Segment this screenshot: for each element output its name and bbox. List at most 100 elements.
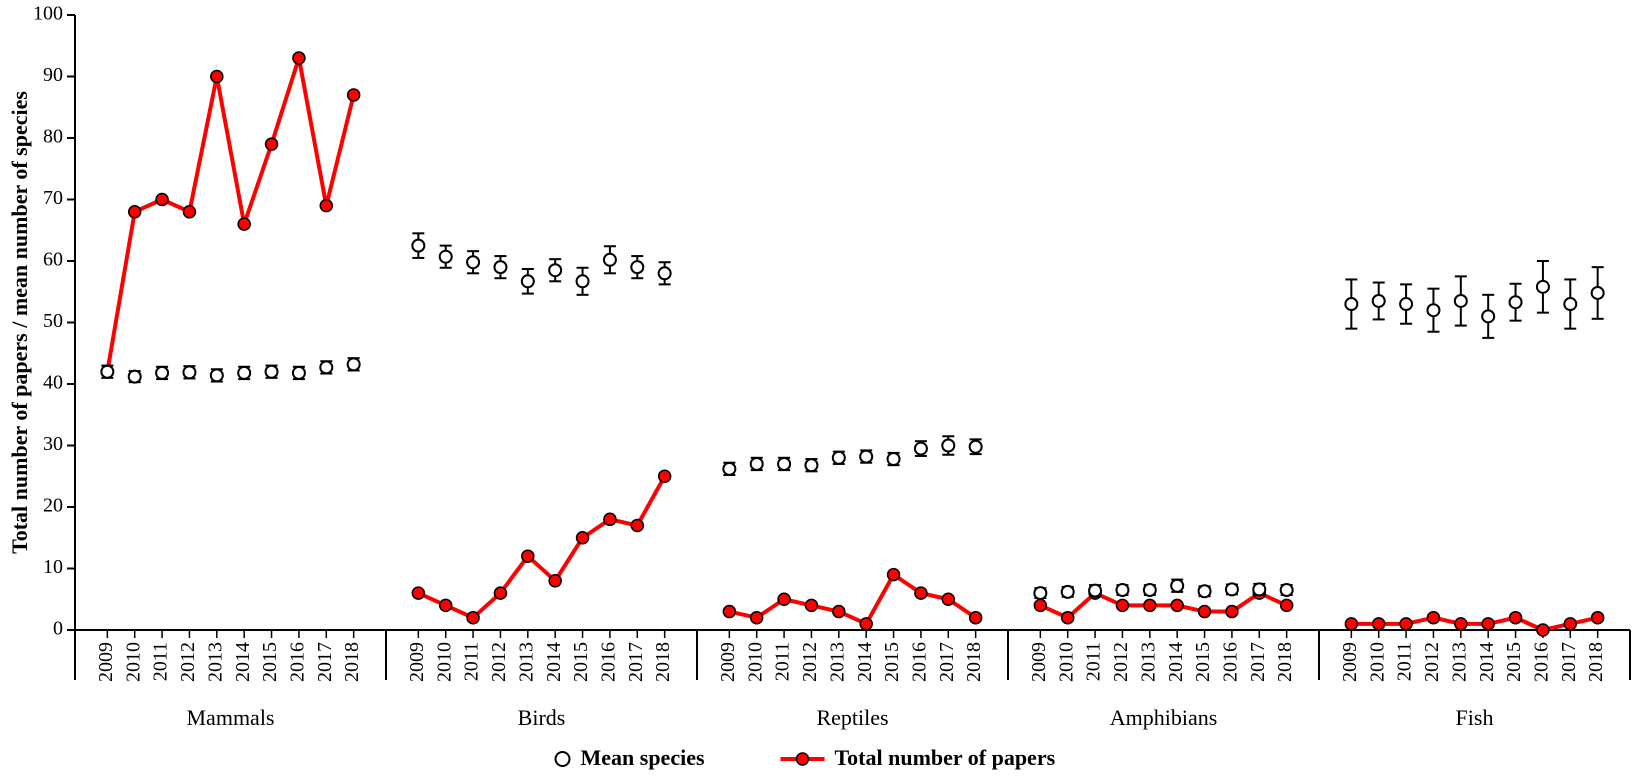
species-marker-amphibians [1199,585,1211,597]
chart-svg: 0102030405060708090100Total number of pa… [0,0,1645,783]
group-label: Reptiles [816,705,888,730]
species-marker-mammals [156,367,168,379]
year-label: 2009 [717,642,739,682]
year-label: 2011 [1394,642,1416,681]
legend-marker-species [556,752,570,766]
papers-marker-reptiles [860,618,872,630]
year-label: 2016 [1531,642,1553,682]
species-marker-fish [1455,295,1467,307]
year-label: 2014 [854,642,876,682]
group-label: Birds [518,705,566,730]
papers-marker-amphibians [1116,599,1128,611]
year-label: 2010 [122,642,144,682]
species-marker-amphibians [1144,584,1156,596]
species-marker-fish [1537,281,1549,293]
papers-marker-birds [494,587,506,599]
species-marker-mammals [266,366,278,378]
y-tick-label: 40 [43,372,63,394]
papers-marker-fish [1373,618,1385,630]
species-marker-fish [1400,298,1412,310]
papers-marker-fish [1482,618,1494,630]
year-label: 2016 [287,642,309,682]
papers-marker-reptiles [778,593,790,605]
year-label: 2010 [1366,642,1388,682]
year-label: 2009 [1028,642,1050,682]
papers-marker-reptiles [805,599,817,611]
species-marker-birds [522,275,534,287]
species-marker-mammals [211,369,223,381]
year-label: 2012 [1421,642,1443,682]
species-marker-amphibians [1253,583,1265,595]
species-marker-mammals [129,371,141,383]
papers-marker-birds [604,513,616,525]
species-marker-reptiles [805,459,817,471]
papers-marker-amphibians [1144,599,1156,611]
y-tick-label: 10 [43,556,63,578]
papers-marker-birds [440,599,452,611]
species-marker-amphibians [1062,586,1074,598]
papers-marker-fish [1592,612,1604,624]
year-label: 2014 [1476,642,1498,682]
species-marker-birds [440,251,452,263]
y-tick-label: 0 [53,618,63,640]
species-marker-amphibians [1034,587,1046,599]
papers-marker-reptiles [723,606,735,618]
species-marker-mammals [320,361,332,373]
species-marker-mammals [238,367,250,379]
year-label: 2015 [259,642,281,682]
legend-marker-papers [797,753,809,765]
year-label: 2011 [772,642,794,681]
year-label: 2012 [1110,642,1132,682]
year-label: 2018 [652,642,674,682]
papers-line-birds [418,476,664,617]
year-label: 2013 [1448,642,1470,682]
species-marker-reptiles [778,458,790,470]
species-marker-reptiles [723,463,735,475]
year-label: 2015 [570,642,592,682]
species-marker-reptiles [751,458,763,470]
year-label: 2018 [1274,642,1296,682]
group-label: Fish [1456,705,1494,730]
papers-marker-fish [1345,618,1357,630]
species-marker-mammals [293,367,305,379]
papers-marker-fish [1537,624,1549,636]
papers-marker-amphibians [1226,606,1238,618]
papers-marker-birds [522,550,534,562]
year-label: 2012 [177,642,199,682]
papers-marker-fish [1400,618,1412,630]
papers-marker-birds [412,587,424,599]
papers-marker-mammals [238,218,250,230]
species-marker-fish [1564,298,1576,310]
year-label: 2009 [1339,642,1361,682]
year-label: 2018 [963,642,985,682]
year-label: 2013 [515,642,537,682]
legend: Mean speciesTotal number of papers [556,745,1056,770]
year-label: 2010 [744,642,766,682]
year-label: 2018 [1585,642,1607,682]
species-marker-amphibians [1226,583,1238,595]
year-label: 2011 [461,642,483,681]
y-axis-title: Total number of papers / mean number of … [7,91,32,554]
year-label: 2017 [1558,642,1580,682]
papers-marker-amphibians [1199,606,1211,618]
papers-marker-mammals [129,206,141,218]
species-marker-reptiles [970,441,982,453]
year-label: 2016 [1220,642,1242,682]
year-label: 2010 [1055,642,1077,682]
y-tick-label: 100 [33,3,63,25]
papers-marker-fish [1564,618,1576,630]
papers-marker-fish [1455,618,1467,630]
y-tick-label: 60 [43,249,63,271]
papers-line-fish [1351,618,1597,630]
papers-marker-fish [1427,612,1439,624]
species-marker-fish [1373,295,1385,307]
species-marker-fish [1427,304,1439,316]
year-label: 2012 [799,642,821,682]
papers-marker-reptiles [970,612,982,624]
species-marker-birds [494,261,506,273]
legend-label-species: Mean species [581,745,705,770]
species-marker-reptiles [888,453,900,465]
y-tick-label: 20 [43,495,63,517]
y-tick-label: 80 [43,126,63,148]
year-label: 2017 [1247,642,1269,682]
